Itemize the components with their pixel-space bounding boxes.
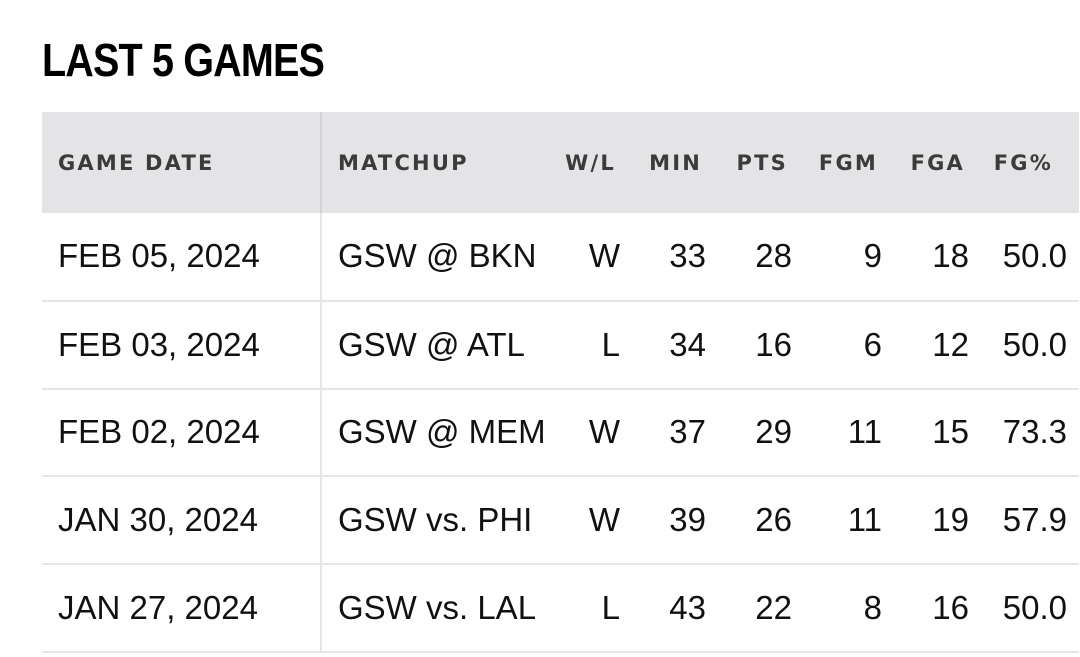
section-title: LAST 5 GAMES [42,34,325,86]
column-header-fga[interactable]: FGA [910,150,965,175]
fga-link[interactable]: 19 [932,501,969,539]
fga-link[interactable]: 16 [932,589,969,627]
pts-cell: 22 [755,589,792,627]
min-cell: 37 [669,413,706,451]
column-header-game-date[interactable]: GAME DATE [42,112,322,213]
last-5-games-table: GAME DATE MATCHUP W/L MIN PTS FGM FGA FG… [42,112,1079,653]
column-header-fgm[interactable]: FGM [818,150,878,175]
table-body: FEB 05, 2024 GSW @ BKN W 33 28 9 18 50.0… [42,213,1079,652]
column-header-fg-pct[interactable]: FG% [993,150,1053,175]
matchup-cell: GSW vs. PHI [338,501,533,539]
pts-cell: 16 [755,325,792,363]
min-cell: 43 [669,589,706,627]
header-row: GAME DATE MATCHUP W/L MIN PTS FGM FGA FG… [42,112,1079,213]
fga-link[interactable]: 12 [932,325,969,363]
table-row: FEB 03, 2024 GSW @ ATL L 34 16 6 12 50.0 [42,300,1079,389]
game-date-link[interactable]: JAN 30, 2024 [42,476,322,565]
table-row: FEB 05, 2024 GSW @ BKN W 33 28 9 18 50.0 [42,213,1079,301]
wl-cell: L [601,589,620,627]
fgm-link[interactable]: 11 [847,501,882,539]
fga-link[interactable]: 18 [932,237,969,275]
fgm-link[interactable]: 6 [863,325,882,363]
matchup-cell: GSW @ MEM [338,413,546,451]
wl-cell: W [588,413,620,451]
pts-cell: 26 [755,501,792,539]
fg-pct-cell: 57.9 [1002,501,1067,539]
wl-cell: W [588,237,620,275]
table-row: JAN 30, 2024 GSW vs. PHI W 39 26 11 19 5… [42,476,1079,565]
game-date-link[interactable]: FEB 02, 2024 [42,388,322,477]
pts-cell: 29 [755,413,792,451]
game-date-link[interactable]: JAN 27, 2024 [42,564,322,652]
min-cell: 34 [669,325,706,363]
fg-pct-cell: 73.3 [1002,413,1067,451]
min-cell: 39 [669,501,706,539]
min-cell: 33 [669,237,706,275]
fgm-link[interactable]: 9 [863,237,882,275]
matchup-cell: GSW @ ATL [338,325,525,363]
pts-cell: 28 [755,237,792,275]
column-header-min[interactable]: MIN [649,150,702,175]
fg-pct-cell: 50.0 [1002,237,1067,275]
matchup-cell: GSW vs. LAL [338,589,537,627]
fga-link[interactable]: 15 [932,413,969,451]
table-row: JAN 27, 2024 GSW vs. LAL L 43 22 8 16 50… [42,564,1079,652]
game-date-link[interactable]: FEB 05, 2024 [42,213,322,301]
fgm-link[interactable]: 8 [863,589,882,627]
game-date-link[interactable]: FEB 03, 2024 [42,300,322,389]
matchup-cell: GSW @ BKN [338,237,537,275]
column-header-matchup[interactable]: MATCHUP [338,150,469,175]
fg-pct-cell: 50.0 [1002,589,1067,627]
column-header-wl[interactable]: W/L [565,150,616,175]
column-header-pts[interactable]: PTS [736,150,788,175]
fgm-link[interactable]: 11 [847,413,882,451]
table-header: GAME DATE MATCHUP W/L MIN PTS FGM FGA FG… [42,112,1079,213]
table-row: FEB 02, 2024 GSW @ MEM W 37 29 11 15 73.… [42,388,1079,477]
wl-cell: L [601,325,620,363]
fg-pct-cell: 50.0 [1002,325,1067,363]
wl-cell: W [588,501,620,539]
